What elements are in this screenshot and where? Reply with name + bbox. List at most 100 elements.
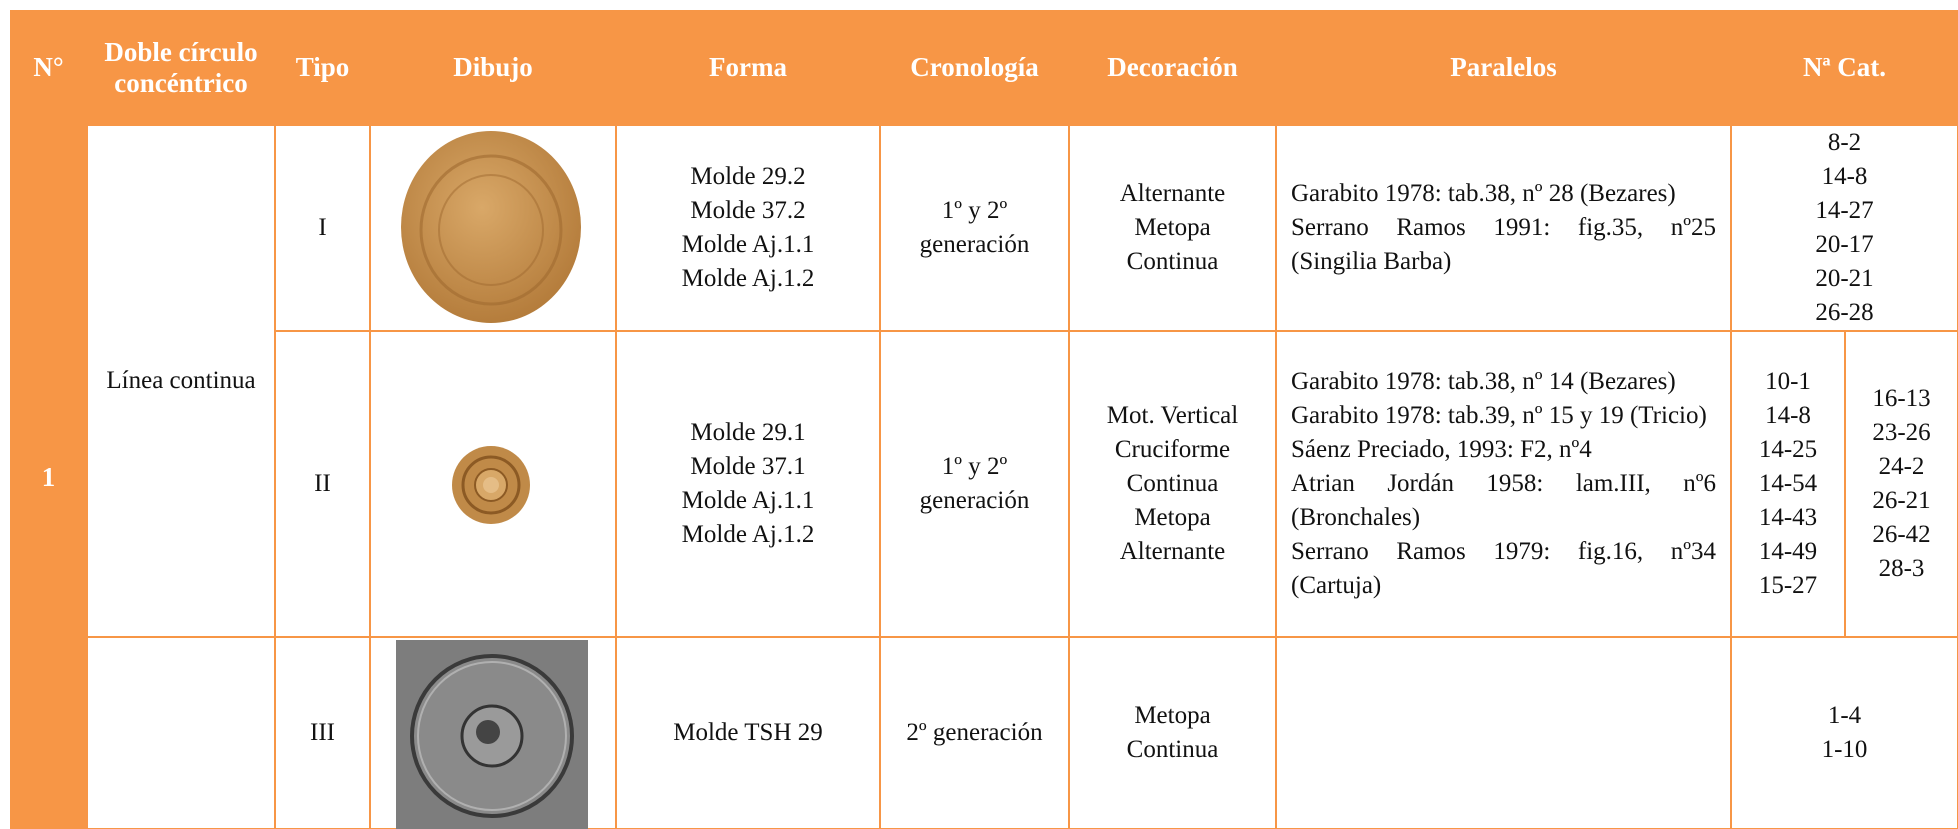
tipo-cell: III xyxy=(275,637,370,829)
header-cell: Tipo xyxy=(275,10,370,125)
forma-cell-text: Molde 37.2 xyxy=(690,197,806,224)
cat-cell-text: 14-54 xyxy=(1758,470,1818,497)
cronologia-cell-text: 1º y 2º xyxy=(941,453,1008,480)
sherd-photo-3 xyxy=(396,640,588,829)
cat-cell: 1-4 1-10 xyxy=(1731,637,1958,829)
tipo-cell: II xyxy=(275,331,370,637)
decoracion-cell: Mot. Vertical Cruciforme Continua Metopa Alt… xyxy=(1069,331,1276,637)
cat-cell-text: 26-28 xyxy=(1815,299,1874,326)
drawing-cell xyxy=(370,331,616,637)
header-cell-text: Dibujo xyxy=(453,52,533,82)
cat-cell: 8-2 14-8 14-27 20-17 20-21 26-28 xyxy=(1731,125,1958,331)
group-cell-text: Línea continua xyxy=(106,367,256,394)
cat-cell-text: 16-13 xyxy=(1872,385,1931,412)
header-cell-text: Decoración xyxy=(1107,52,1238,82)
decoracion-cell-text: Cruciforme xyxy=(1114,436,1231,463)
decoracion-cell-text: Metopa xyxy=(1134,702,1211,729)
paralelos-cell-text: Atrian Jordán 1958: lam.III, nº6 (Bronch… xyxy=(1291,470,1716,531)
cat-cell-text: 1-10 xyxy=(1821,736,1868,763)
paralelos-cell-text: Garabito 1978: tab.38, nº 28 (Bezares) xyxy=(1291,180,1676,207)
decoracion-cell: Alternante Metopa Continua xyxy=(1069,125,1276,331)
forma-cell-text: Molde 29.1 xyxy=(690,419,806,446)
cronologia-cell-text: 2º generación xyxy=(906,719,1043,746)
cat-cell-text: 20-17 xyxy=(1815,231,1874,258)
cat-cell-text: 20-21 xyxy=(1815,265,1874,292)
cronologia-cell-text: generación xyxy=(919,487,1030,514)
forma-cell-text: Molde Aj.1.2 xyxy=(681,521,815,548)
forma-cell-text: Molde Aj.1.1 xyxy=(681,231,815,258)
paralelos-cell-text: Garabito 1978: tab.38, nº 14 (Bezares) xyxy=(1291,368,1676,395)
header-cell: Decoración xyxy=(1069,10,1276,125)
group-cell: Línea continua xyxy=(87,125,275,637)
paralelos-cell xyxy=(1276,637,1731,829)
cat-cell-text: 10-1 xyxy=(1765,368,1811,395)
forma-cell-text: Molde 29.2 xyxy=(690,163,806,190)
tipo-cell: I xyxy=(275,125,370,331)
header-cell: Doble círculo concéntrico xyxy=(87,10,275,125)
cat-cell-text: 14-8 xyxy=(1821,163,1868,190)
paralelos-cell: Garabito 1978: tab.38, nº 28 (Bezares) Se… xyxy=(1276,125,1731,331)
sherd-drawing-2 xyxy=(452,446,530,524)
cat-cell-text: 26-21 xyxy=(1872,487,1931,514)
forma-cell-text: Molde Aj.1.2 xyxy=(681,265,815,292)
paralelos-cell-text: Garabito 1978: tab.39, nº 15 y 19 (Trici… xyxy=(1291,402,1707,429)
cat-cell-text: 23-26 xyxy=(1872,419,1931,446)
header-cell-text: Forma xyxy=(709,52,787,82)
tipo-cell-text: I xyxy=(318,214,327,241)
cat-cell-text: 14-43 xyxy=(1758,504,1818,531)
number-cell-text: 1 xyxy=(41,461,56,492)
decoracion-cell-text: Metopa xyxy=(1134,504,1211,531)
drawing-cell xyxy=(370,125,616,331)
decoracion-cell-text: Alternante xyxy=(1119,180,1226,207)
forma-cell: Molde TSH 29 xyxy=(616,637,880,829)
decoracion-cell-text: Continua xyxy=(1126,736,1219,763)
cat-cell-text: 14-27 xyxy=(1815,197,1874,224)
forma-cell-text: Molde Aj.1.1 xyxy=(681,487,815,514)
paralelos-cell: Garabito 1978: tab.38, nº 14 (Bezares) Ga… xyxy=(1276,331,1731,637)
forma-cell-text: Molde TSH 29 xyxy=(673,719,823,746)
forma-cell: Molde 29.2 Molde 37.2 Molde Aj.1.1 Molde Aj… xyxy=(616,125,880,331)
cronologia-cell-text: 1º y 2º xyxy=(941,197,1008,224)
cat-cell-text: 15-27 xyxy=(1758,572,1818,599)
header-cell-text: Cronología xyxy=(910,52,1039,82)
header-cell: N° xyxy=(10,10,87,125)
cat-cell-text: 14-49 xyxy=(1758,538,1818,565)
cronologia-cell: 1º y 2º generación xyxy=(880,331,1069,637)
tipo-cell-text: III xyxy=(310,719,335,746)
header-cell: Paralelos xyxy=(1276,10,1731,125)
cat-cell: 10-1 14-8 14-25 14-54 14-43 14-49 15-27 xyxy=(1731,331,1845,637)
sherd-drawing-1 xyxy=(401,131,581,323)
cat-cell-text: 28-3 xyxy=(1878,555,1925,582)
paralelos-cell-text: Serrano Ramos 1991: fig.35, nº25 (Singil… xyxy=(1291,214,1716,275)
header-cell-text: Nª Cat. xyxy=(1802,52,1887,82)
header-cell-text: Doble círculo concéntrico xyxy=(104,36,258,98)
decoracion-cell-text: Alternante xyxy=(1119,538,1226,565)
paralelos-cell-text: Serrano Ramos 1979: fig.16, nº34 (Cartuj… xyxy=(1291,538,1716,599)
forma-cell-text: Molde 37.1 xyxy=(690,453,806,480)
decoracion-cell: Metopa Continua xyxy=(1069,637,1276,829)
group-cell-empty xyxy=(87,637,275,829)
header-cell-text: Paralelos xyxy=(1450,52,1557,82)
tipo-cell-text: II xyxy=(314,470,331,497)
header-cell-text: N° xyxy=(33,52,64,82)
cat-cell: 16-13 23-26 24-2 26-21 26-42 28-3 xyxy=(1845,331,1958,637)
cronologia-cell: 1º y 2º generación xyxy=(880,125,1069,331)
cat-cell-text: 1-4 xyxy=(1827,702,1862,729)
decoracion-cell-text: Metopa xyxy=(1134,214,1211,241)
cat-cell-text: 24-2 xyxy=(1878,453,1925,480)
header-cell: Dibujo xyxy=(370,10,616,125)
header-cell: Nª Cat. xyxy=(1731,10,1958,125)
header-cell: Cronología xyxy=(880,10,1069,125)
cat-cell-text: 8-2 xyxy=(1827,129,1862,156)
cronologia-cell-text: generación xyxy=(919,231,1030,258)
paralelos-cell-text: Sáenz Preciado, 1993: F2, nº4 xyxy=(1291,436,1592,463)
cronologia-cell: 2º generación xyxy=(880,637,1069,829)
header-cell-text: Tipo xyxy=(295,52,350,82)
forma-cell: Molde 29.1 Molde 37.1 Molde Aj.1.1 Molde Aj… xyxy=(616,331,880,637)
decoracion-cell-text: Mot. Vertical xyxy=(1106,402,1239,429)
decoracion-cell-text: Continua xyxy=(1126,470,1219,497)
cat-cell-text: 14-8 xyxy=(1765,402,1811,429)
decoracion-cell-text: Continua xyxy=(1126,248,1219,275)
cat-cell-text: 26-42 xyxy=(1872,521,1931,548)
